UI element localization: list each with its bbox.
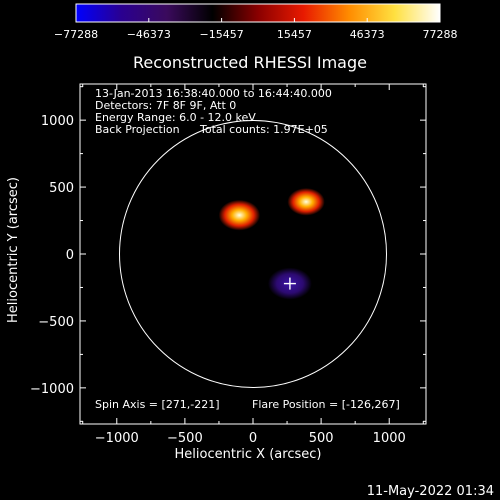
info-energy-range: Energy Range: 6.0 - 12.0 keV bbox=[95, 111, 256, 124]
info-detectors: Detectors: 7F 8F 9F, Att 0 bbox=[95, 99, 236, 112]
solar-limb-circle bbox=[119, 120, 387, 388]
x-tick-label: 1000 bbox=[373, 431, 406, 446]
chart-title: Reconstructed RHESSI Image bbox=[133, 53, 367, 72]
colorbar-gradient bbox=[76, 4, 440, 22]
colorbar-ticks: −77288 −46373 −15457 15457 46373 77288 bbox=[54, 18, 458, 41]
colorbar-tick-label: −46373 bbox=[127, 28, 171, 41]
y-tick-label: −1000 bbox=[30, 382, 74, 397]
y-tick-label: 0 bbox=[66, 248, 74, 263]
y-tick-label: 1000 bbox=[41, 114, 74, 129]
x-tick-label: 500 bbox=[309, 431, 334, 446]
bright-sources bbox=[218, 188, 325, 231]
y-axis-label: Heliocentric Y (arcsec) bbox=[6, 177, 21, 323]
colorbar-tick-label: 15457 bbox=[277, 28, 312, 41]
bright-source bbox=[287, 188, 325, 216]
x-tick-label: 0 bbox=[249, 431, 257, 446]
x-tick-label: −1000 bbox=[95, 431, 139, 446]
y-axis: 1000 500 0 −500 −1000 bbox=[30, 86, 426, 422]
y-tick-label: −500 bbox=[38, 315, 74, 330]
y-tick-label: 500 bbox=[49, 181, 74, 196]
info-block: 13-Jan-2013 16:38:40.000 to 16:44:40.000… bbox=[95, 87, 332, 136]
info-method: Back Projection bbox=[95, 123, 180, 136]
colorbar-tick-label: −77288 bbox=[54, 28, 98, 41]
flare-position-marker bbox=[283, 277, 296, 290]
spin-axis-label: Spin Axis = [271,-221] bbox=[95, 398, 220, 411]
colorbar-tick-label: −15457 bbox=[199, 28, 243, 41]
x-axis: −1000 −500 0 500 1000 bbox=[82, 84, 424, 446]
timestamp: 11-May-2022 01:34 bbox=[367, 484, 494, 499]
footer-block: Spin Axis = [271,-221] Flare Position = … bbox=[95, 398, 400, 411]
flare-position-label: Flare Position = [-126,267] bbox=[252, 398, 400, 411]
colorbar-tick-label: 46373 bbox=[350, 28, 385, 41]
x-axis-label: Heliocentric X (arcsec) bbox=[175, 447, 322, 462]
info-total-counts: Total counts: 1.97E+05 bbox=[199, 123, 328, 136]
bright-source bbox=[218, 199, 261, 231]
colorbar-border bbox=[75, 3, 441, 23]
heatmap-positive-lobes bbox=[80, 84, 426, 424]
x-tick-label: −500 bbox=[167, 431, 203, 446]
colorbar: −77288 −46373 −15457 15457 46373 77288 bbox=[54, 3, 458, 41]
colorbar-tick-label: 77288 bbox=[423, 28, 458, 41]
info-time-range: 13-Jan-2013 16:38:40.000 to 16:44:40.000 bbox=[95, 87, 332, 100]
plot-area bbox=[80, 84, 426, 424]
